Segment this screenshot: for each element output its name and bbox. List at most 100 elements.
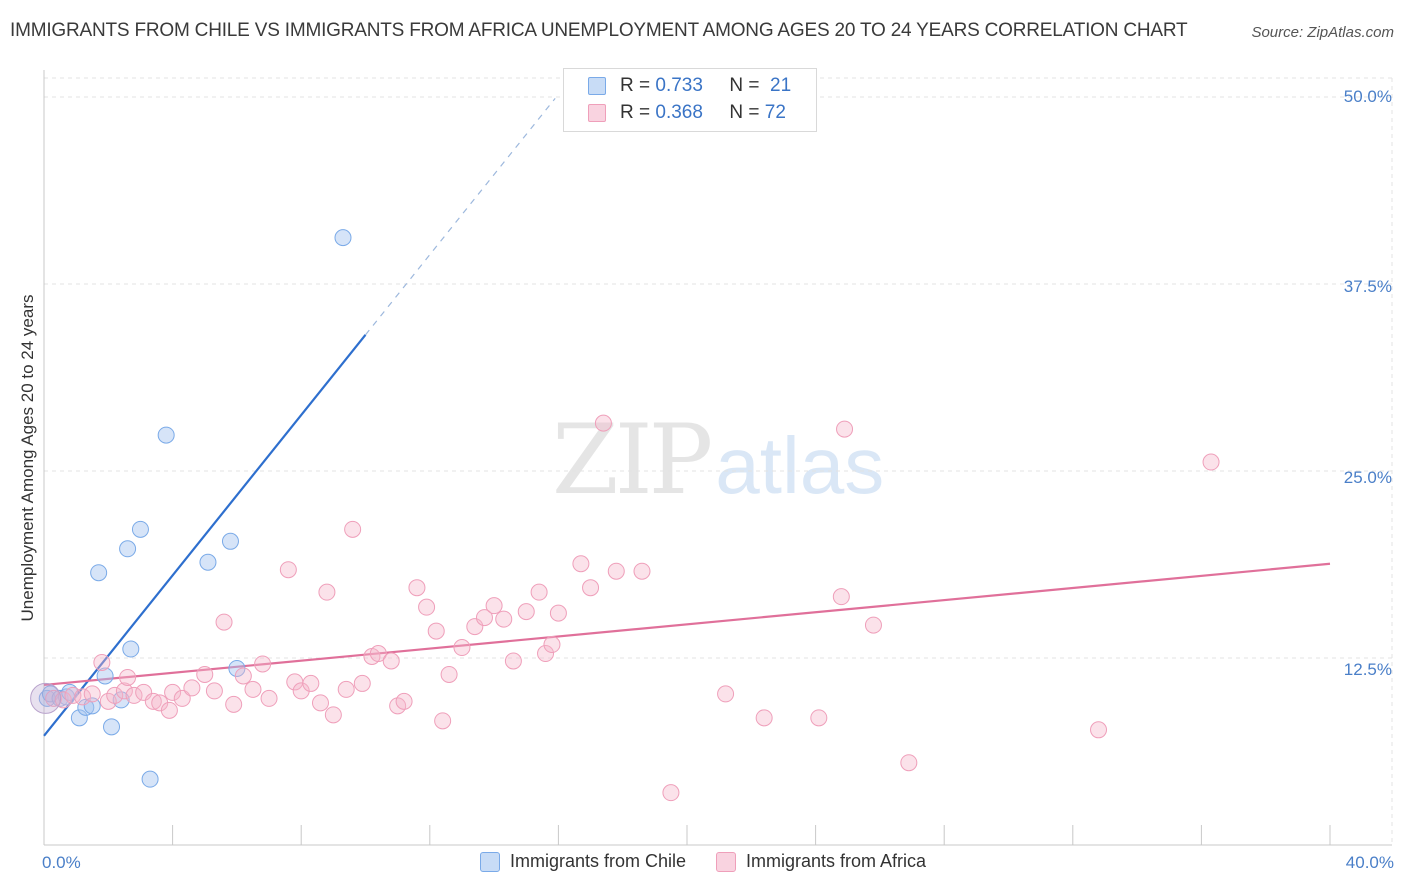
y-tick-label: 25.0% xyxy=(1343,468,1392,487)
africa-point xyxy=(225,695,243,713)
r-label: R = xyxy=(620,75,656,96)
africa-n-value: 72 xyxy=(764,102,786,123)
africa-point xyxy=(517,603,535,621)
n-label: N = xyxy=(729,102,765,123)
stats-row-chile: R = 0.733 N = 21 xyxy=(564,73,791,99)
africa-point xyxy=(453,639,471,657)
africa-point xyxy=(369,645,387,663)
chile-trend-extension xyxy=(365,97,556,336)
chile-point xyxy=(119,540,137,558)
africa-point xyxy=(119,668,137,686)
africa-point xyxy=(196,665,214,683)
stats-row-africa: R = 0.368 N = 72 xyxy=(564,100,786,126)
africa-point xyxy=(434,712,452,730)
africa-point xyxy=(353,674,371,692)
africa-point xyxy=(260,689,278,707)
chile-point xyxy=(103,718,121,736)
legend-item-africa: Immigrants from Africa xyxy=(716,851,926,872)
chile-swatch xyxy=(588,77,606,95)
axes xyxy=(43,70,1392,846)
chile-n-value: 21 xyxy=(770,75,792,96)
africa-trend-line xyxy=(43,562,1331,687)
africa-point xyxy=(234,667,252,685)
chile-point xyxy=(122,640,140,658)
chile-point xyxy=(221,532,239,550)
africa-point xyxy=(504,652,522,670)
africa-point xyxy=(832,588,850,606)
chile-point xyxy=(70,709,88,727)
africa-point xyxy=(205,682,223,700)
legend-swatch-africa xyxy=(716,851,736,872)
africa-point xyxy=(836,420,854,438)
x-tick-label-max: 40.0% xyxy=(1345,853,1394,872)
africa-swatch xyxy=(588,104,606,122)
legend-item-chile: Immigrants from Chile xyxy=(479,851,686,872)
africa-r-value: 0.368 xyxy=(655,102,703,123)
legend-swatch-chile xyxy=(479,851,500,872)
chile-r-value: 0.733 xyxy=(655,75,703,96)
africa-point xyxy=(594,414,612,432)
legend-label-chile: Immigrants from Chile xyxy=(509,851,686,871)
africa-point xyxy=(337,680,355,698)
africa-point xyxy=(324,706,342,724)
africa-point xyxy=(160,701,178,719)
africa-point xyxy=(418,598,436,616)
africa-point xyxy=(537,645,555,663)
africa-point xyxy=(549,604,567,622)
n-label: N = xyxy=(729,75,771,96)
africa-point xyxy=(582,579,600,597)
africa-point xyxy=(543,636,561,654)
chile-point xyxy=(131,520,149,538)
africa-point xyxy=(183,679,201,697)
africa-point xyxy=(530,583,548,601)
chile-point xyxy=(141,770,159,788)
africa-point xyxy=(74,688,92,706)
africa-point xyxy=(279,561,297,579)
africa-point xyxy=(99,692,117,710)
grid xyxy=(44,77,1393,845)
chile-point xyxy=(157,426,175,444)
chile-point xyxy=(199,553,217,571)
africa-point xyxy=(1090,721,1108,739)
africa-point xyxy=(408,579,426,597)
africa-point xyxy=(607,562,625,580)
legend: Immigrants from Chile Immigrants from Af… xyxy=(0,851,1406,872)
africa-point xyxy=(900,754,918,772)
africa-point xyxy=(164,683,182,701)
africa-point xyxy=(93,653,111,671)
africa-point xyxy=(864,616,882,634)
africa-point xyxy=(382,652,400,670)
y-tick-label: 37.5% xyxy=(1343,277,1392,296)
africa-point xyxy=(144,692,162,710)
africa-point xyxy=(215,613,233,631)
africa-point xyxy=(244,680,262,698)
chile-point xyxy=(90,564,108,582)
africa-point xyxy=(755,709,773,727)
africa-point xyxy=(311,694,329,712)
africa-point xyxy=(115,682,133,700)
africa-point xyxy=(83,685,101,703)
chile-point xyxy=(334,229,352,247)
trend-lines xyxy=(43,97,1331,737)
data-points xyxy=(30,229,1220,802)
africa-point xyxy=(344,520,362,538)
africa-point xyxy=(662,784,680,802)
africa-point xyxy=(1202,453,1220,471)
africa-point xyxy=(717,685,735,703)
africa-point xyxy=(475,609,493,627)
chart-title: IMMIGRANTS FROM CHILE VS IMMIGRANTS FROM… xyxy=(10,20,1188,41)
source-label: Source: ZipAtlas.com xyxy=(1251,24,1394,41)
y-tick-label: 50.0% xyxy=(1343,87,1392,106)
africa-point xyxy=(254,655,272,673)
correlation-stats-box: R = 0.733 N = 21 R = 0.368 N = 72 xyxy=(563,68,817,132)
africa-point xyxy=(495,610,513,628)
africa-point xyxy=(427,622,445,640)
y-axis-label: Unemployment Among Ages 20 to 24 years xyxy=(18,294,37,622)
africa-point xyxy=(302,674,320,692)
legend-label-africa: Immigrants from Africa xyxy=(746,851,927,871)
africa-point xyxy=(572,555,590,573)
africa-point xyxy=(810,709,828,727)
africa-point xyxy=(395,692,413,710)
africa-point xyxy=(106,686,124,704)
